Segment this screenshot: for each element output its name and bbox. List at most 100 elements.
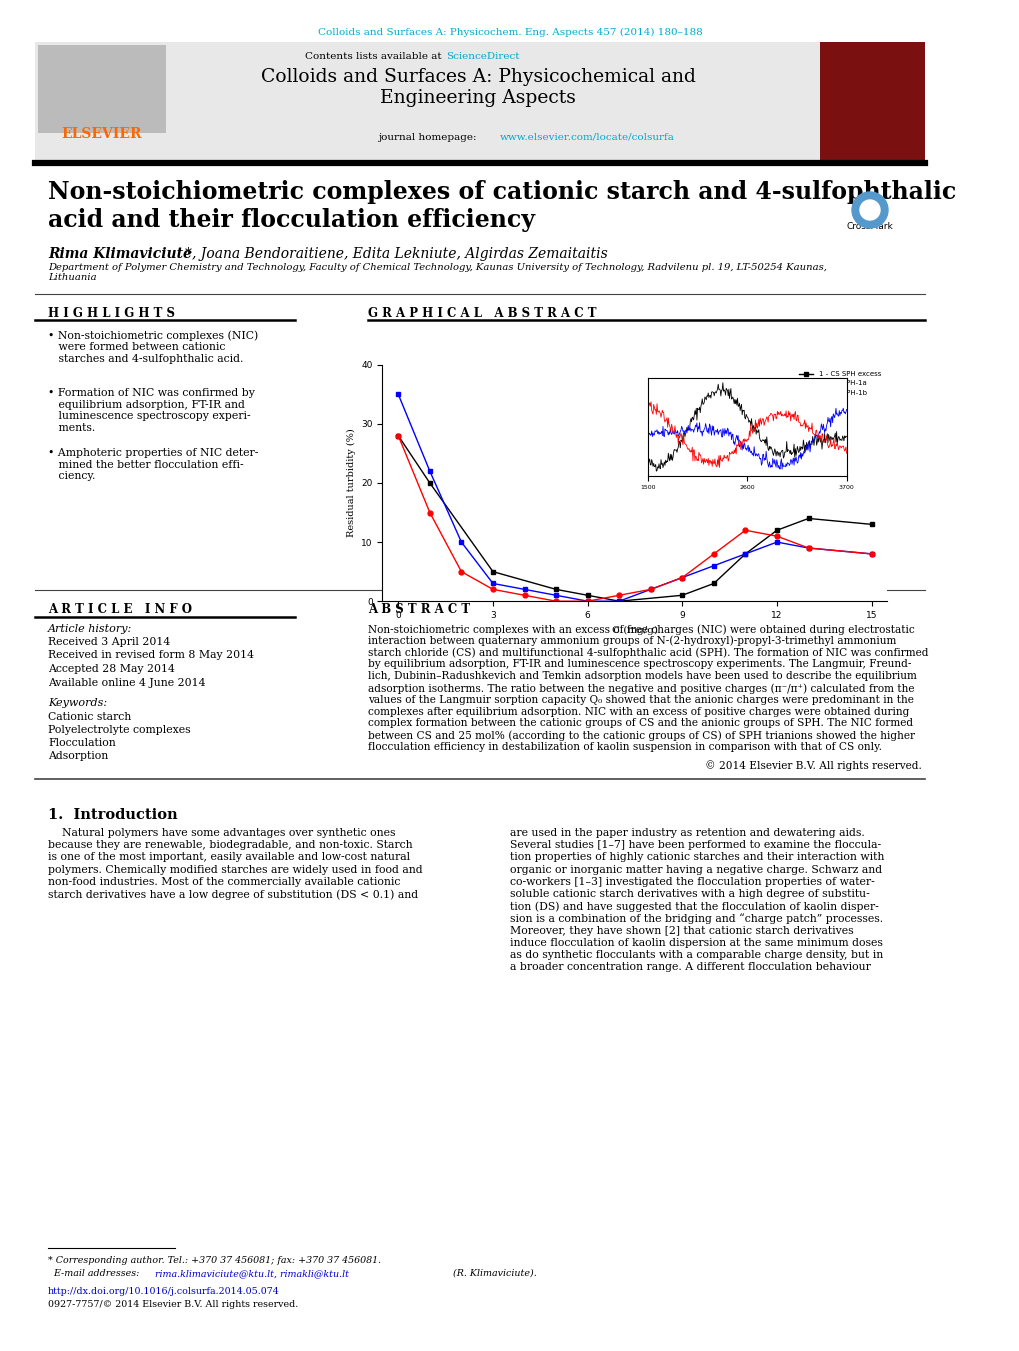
Text: Adsorption: Adsorption bbox=[48, 751, 108, 761]
3 - CS SPH-1b bbox=[612, 588, 625, 604]
Text: Colloids and Surfaces A: Physicochem. Eng. Aspects 457 (2014) 180–188: Colloids and Surfaces A: Physicochem. En… bbox=[317, 28, 702, 36]
2 - CS SPH-1a bbox=[707, 558, 719, 574]
Text: adsorption isotherms. The ratio between the negative and positive charges (π⁻/π⁺: adsorption isotherms. The ratio between … bbox=[368, 684, 914, 693]
1 - CS SPH excess bbox=[865, 516, 877, 532]
Text: E-mail addresses:: E-mail addresses: bbox=[48, 1269, 143, 1278]
Text: co-workers [1–3] investigated the flocculation properties of water-: co-workers [1–3] investigated the floccu… bbox=[510, 877, 874, 886]
Text: because they are renewable, biodegradable, and non-toxic. Starch: because they are renewable, biodegradabl… bbox=[48, 840, 413, 850]
Text: Contents lists available at: Contents lists available at bbox=[305, 51, 444, 61]
Text: 1.  Introduction: 1. Introduction bbox=[48, 808, 177, 821]
3 - CS SPH-1b bbox=[802, 540, 814, 557]
3 - CS SPH-1b bbox=[707, 546, 719, 562]
2 - CS SPH-1a bbox=[770, 534, 783, 550]
Text: flocculation efficiency in destabilization of kaolin suspension in comparison wi: flocculation efficiency in destabilizati… bbox=[368, 742, 881, 753]
2 - CS SPH-1a bbox=[581, 593, 593, 609]
Text: ELSEVIER: ELSEVIER bbox=[62, 127, 142, 141]
Bar bbox=[819, 42, 924, 159]
Text: is one of the most important, easily available and low-cost natural: is one of the most important, easily ava… bbox=[48, 852, 410, 862]
Text: G R A P H I C A L   A B S T R A C T: G R A P H I C A L A B S T R A C T bbox=[368, 307, 596, 320]
Text: complexes after equilibrium adsorption. NIC with an excess of positive charges w: complexes after equilibrium adsorption. … bbox=[368, 707, 909, 716]
3 - CS SPH-1b bbox=[423, 504, 435, 520]
2 - CS SPH-1a bbox=[676, 570, 688, 586]
Text: Received in revised form 8 May 2014: Received in revised form 8 May 2014 bbox=[48, 650, 254, 661]
Text: ScienceDirect: ScienceDirect bbox=[445, 51, 519, 61]
3 - CS SPH-1b bbox=[549, 593, 561, 609]
3 - CS SPH-1b bbox=[391, 427, 404, 443]
Bar bbox=[35, 42, 824, 159]
2 - CS SPH-1a bbox=[518, 581, 530, 597]
2 - CS SPH-1a bbox=[644, 581, 656, 597]
Text: complex formation between the cationic groups of CS and the anionic groups of SP: complex formation between the cationic g… bbox=[368, 719, 912, 728]
1 - CS SPH excess bbox=[549, 581, 561, 597]
3 - CS SPH-1b bbox=[865, 546, 877, 562]
Text: Cationic starch: Cationic starch bbox=[48, 712, 131, 721]
Text: (R. Klimaviciute).: (R. Klimaviciute). bbox=[449, 1269, 536, 1278]
Text: Keywords:: Keywords: bbox=[48, 698, 107, 708]
Line: 2 - CS SPH-1a: 2 - CS SPH-1a bbox=[395, 392, 873, 604]
Text: 0927-7757/© 2014 Elsevier B.V. All rights reserved.: 0927-7757/© 2014 Elsevier B.V. All right… bbox=[48, 1300, 298, 1309]
1 - CS SPH excess bbox=[486, 563, 498, 580]
Text: induce flocculation of kaolin dispersion at the same minimum doses: induce flocculation of kaolin dispersion… bbox=[510, 938, 882, 948]
Bar bbox=[38, 45, 166, 132]
Text: rima.klimaviciute@ktu.lt, rimakli@ktu.lt: rima.klimaviciute@ktu.lt, rimakli@ktu.lt bbox=[155, 1269, 348, 1278]
Y-axis label: Residual turbidity (%): Residual turbidity (%) bbox=[346, 428, 356, 538]
X-axis label: C (mg/g): C (mg/g) bbox=[611, 626, 657, 635]
2 - CS SPH-1a bbox=[802, 540, 814, 557]
1 - CS SPH excess bbox=[391, 427, 404, 443]
Text: Received 3 April 2014: Received 3 April 2014 bbox=[48, 638, 170, 647]
Text: polymers. Chemically modified starches are widely used in food and: polymers. Chemically modified starches a… bbox=[48, 865, 422, 874]
2 - CS SPH-1a bbox=[549, 588, 561, 604]
Text: soluble cationic starch derivatives with a high degree of substitu-: soluble cationic starch derivatives with… bbox=[510, 889, 869, 898]
Text: organic or inorganic matter having a negative charge. Schwarz and: organic or inorganic matter having a neg… bbox=[510, 865, 881, 874]
Text: between CS and 25 mol% (according to the cationic groups of CS) of SPH trianions: between CS and 25 mol% (according to the… bbox=[368, 730, 914, 740]
Text: values of the Langmuir sorption capacity Q₀ showed that the anionic charges were: values of the Langmuir sorption capacity… bbox=[368, 694, 913, 705]
Text: Rima Klimaviciute: Rima Klimaviciute bbox=[48, 247, 192, 261]
Line: 3 - CS SPH-1b: 3 - CS SPH-1b bbox=[395, 434, 873, 604]
Text: Non-stoichiometric complexes of cationic starch and 4-sulfophthalic
acid and the: Non-stoichiometric complexes of cationic… bbox=[48, 180, 956, 232]
2 - CS SPH-1a bbox=[454, 534, 467, 550]
Text: starch chloride (CS) and multifunctional 4-sulfophthalic acid (SPH). The formati: starch chloride (CS) and multifunctional… bbox=[368, 647, 927, 658]
Line: 1 - CS SPH excess: 1 - CS SPH excess bbox=[395, 434, 873, 604]
Text: lich, Dubinin–Radushkevich and Temkin adsorption models have been used to descri: lich, Dubinin–Radushkevich and Temkin ad… bbox=[368, 671, 916, 681]
Text: Several studies [1–7] have been performed to examine the floccula-: Several studies [1–7] have been performe… bbox=[510, 840, 880, 850]
1 - CS SPH excess bbox=[770, 521, 783, 538]
Text: A B S T R A C T: A B S T R A C T bbox=[368, 603, 470, 616]
Text: CrossMark: CrossMark bbox=[846, 222, 893, 231]
Text: tion (DS) and have suggested that the flocculation of kaolin disper-: tion (DS) and have suggested that the fl… bbox=[510, 901, 878, 912]
Text: Polyelectrolyte complexes: Polyelectrolyte complexes bbox=[48, 725, 191, 735]
1 - CS SPH excess bbox=[802, 511, 814, 527]
Text: by equilibrium adsorption, FT-IR and luminescence spectroscopy experiments. The : by equilibrium adsorption, FT-IR and lum… bbox=[368, 659, 911, 669]
Text: a broader concentration range. A different flocculation behaviour: a broader concentration range. A differe… bbox=[510, 962, 870, 973]
3 - CS SPH-1b bbox=[486, 581, 498, 597]
Text: Colloids and Surfaces A: Physicochemical and
Engineering Aspects: Colloids and Surfaces A: Physicochemical… bbox=[260, 68, 695, 107]
1 - CS SPH excess bbox=[612, 593, 625, 609]
Text: • Amphoteric properties of NIC deter-
   mined the better flocculation effi-
   : • Amphoteric properties of NIC deter- mi… bbox=[48, 449, 258, 481]
Text: A R T I C L E   I N F O: A R T I C L E I N F O bbox=[48, 603, 192, 616]
2 - CS SPH-1a bbox=[612, 593, 625, 609]
3 - CS SPH-1b bbox=[518, 588, 530, 604]
2 - CS SPH-1a bbox=[423, 463, 435, 480]
Text: tion properties of highly cationic starches and their interaction with: tion properties of highly cationic starc… bbox=[510, 852, 883, 862]
Circle shape bbox=[851, 192, 888, 228]
2 - CS SPH-1a bbox=[486, 576, 498, 592]
Text: H I G H L I G H T S: H I G H L I G H T S bbox=[48, 307, 175, 320]
Text: Non-stoichiometric complexes with an excess of free charges (NIC) were obtained : Non-stoichiometric complexes with an exc… bbox=[368, 624, 914, 635]
Text: www.elsevier.com/locate/colsurfa: www.elsevier.com/locate/colsurfa bbox=[499, 132, 675, 142]
3 - CS SPH-1b bbox=[644, 581, 656, 597]
Text: starch derivatives have a low degree of substitution (DS < 0.1) and: starch derivatives have a low degree of … bbox=[48, 889, 418, 900]
3 - CS SPH-1b bbox=[739, 521, 751, 538]
1 - CS SPH excess bbox=[739, 546, 751, 562]
3 - CS SPH-1b bbox=[676, 570, 688, 586]
1 - CS SPH excess bbox=[707, 576, 719, 592]
2 - CS SPH-1a bbox=[865, 546, 877, 562]
Text: Moreover, they have shown [2] that cationic starch derivatives: Moreover, they have shown [2] that catio… bbox=[510, 925, 853, 936]
Text: are used in the paper industry as retention and dewatering aids.: are used in the paper industry as retent… bbox=[510, 828, 864, 838]
Text: sion is a combination of the bridging and “charge patch” processes.: sion is a combination of the bridging an… bbox=[510, 913, 882, 924]
1 - CS SPH excess bbox=[676, 588, 688, 604]
Text: as do synthetic flocculants with a comparable charge density, but in: as do synthetic flocculants with a compa… bbox=[510, 950, 882, 961]
2 - CS SPH-1a bbox=[391, 386, 404, 403]
Text: *, Joana Bendoraitiene, Edita Lekniute, Algirdas Zemaitaitis: *, Joana Bendoraitiene, Edita Lekniute, … bbox=[184, 247, 607, 261]
Text: • Non-stoichiometric complexes (NIC)
   were formed between cationic
   starches: • Non-stoichiometric complexes (NIC) wer… bbox=[48, 330, 258, 363]
Text: Flocculation: Flocculation bbox=[48, 738, 115, 748]
Text: interaction between quaternary ammonium groups of N-(2-hydroxyl)-propyl-3-trimet: interaction between quaternary ammonium … bbox=[368, 636, 896, 646]
